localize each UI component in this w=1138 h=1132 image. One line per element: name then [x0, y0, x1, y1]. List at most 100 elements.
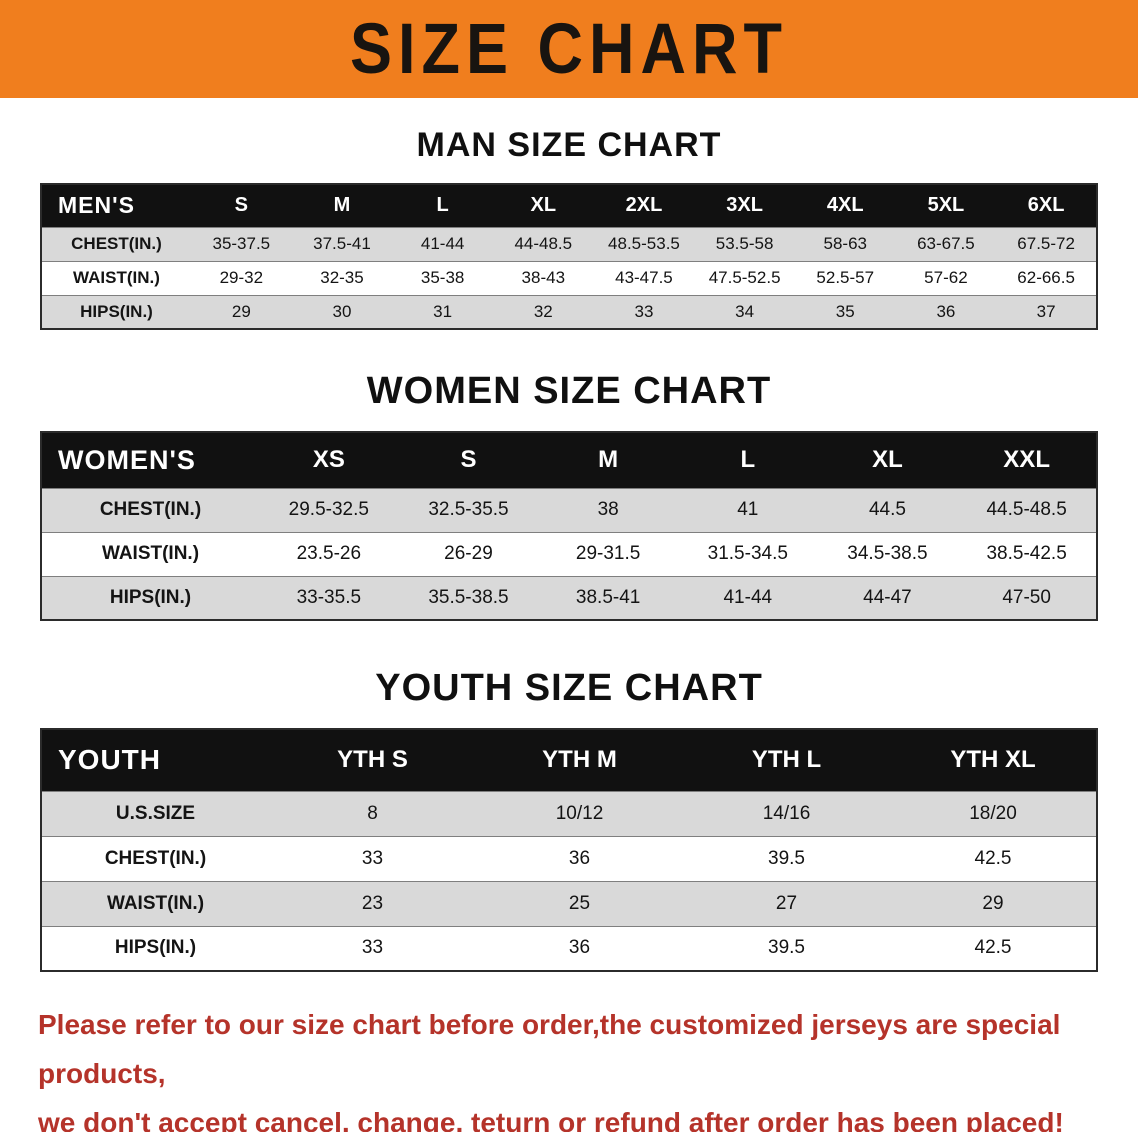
measurement-label-cell: WAIST(IN.) — [41, 531, 259, 576]
size-value-cell: 25 — [476, 880, 683, 926]
size-value-cell: 23 — [269, 880, 476, 926]
size-column-header: XS — [259, 432, 399, 488]
size-value-cell: 32.5-35.5 — [398, 487, 539, 532]
size-column-header: XL — [817, 432, 958, 488]
size-column-header: YTH L — [683, 729, 890, 791]
size-column-header: YTH XL — [890, 729, 1097, 791]
table-row: HIPS(IN.) 33 36 39.5 42.5 — [41, 925, 1097, 971]
size-value-cell: 29-32 — [191, 260, 292, 295]
table-title-cell: YOUTH — [41, 729, 269, 791]
size-value-cell: 33-35.5 — [259, 575, 399, 620]
size-value-cell: 27 — [683, 880, 890, 926]
size-value-cell: 42.5 — [890, 835, 1097, 881]
size-value-cell: 26-29 — [398, 531, 539, 576]
size-value-cell: 47.5-52.5 — [694, 260, 795, 295]
size-value-cell: 23.5-26 — [259, 531, 399, 576]
table-header-row: YOUTH YTH S YTH M YTH L YTH XL — [41, 729, 1097, 791]
youth-size-table: YOUTH YTH S YTH M YTH L YTH XL U.S.SIZE 8 10/12… — [40, 728, 1098, 972]
table-row: U.S.SIZE 8 10/12 14/16 18/20 — [41, 790, 1097, 836]
youth-section: YOUTH SIZE CHART YOUTH YTH S YTH M YTH L YTH… — [0, 621, 1138, 972]
size-column-header: YTH M — [476, 729, 683, 791]
size-value-cell: 14/16 — [683, 790, 890, 836]
size-value-cell: 67.5-72 — [996, 226, 1097, 261]
size-value-cell: 29 — [191, 294, 292, 329]
measurement-label-cell: HIPS(IN.) — [41, 925, 269, 971]
size-value-cell: 58-63 — [794, 226, 896, 261]
page-title: SIZE CHART — [350, 9, 788, 89]
size-value-cell: 29 — [890, 880, 1097, 926]
table-row: HIPS(IN.) 33-35.5 35.5-38.5 38.5-41 41-44 44-… — [41, 575, 1097, 620]
size-value-cell: 37.5-41 — [291, 226, 393, 261]
measurement-label-cell: CHEST(IN.) — [41, 835, 269, 881]
size-value-cell: 32-35 — [291, 260, 393, 295]
size-column-header: XXL — [957, 432, 1097, 488]
size-value-cell: 31 — [392, 294, 493, 329]
measurement-label-cell: HIPS(IN.) — [41, 294, 191, 329]
youth-section-heading: YOUTH SIZE CHART — [375, 667, 763, 709]
women-section: WOMEN SIZE CHART WOMEN'S XS S M L XL XXL CHEST(… — [0, 330, 1138, 621]
table-row: CHEST(IN.) 33 36 39.5 42.5 — [41, 835, 1097, 881]
measurement-label-cell: WAIST(IN.) — [41, 260, 191, 295]
table-row: CHEST(IN.) 29.5-32.5 32.5-35.5 38 41 44.5 44.5… — [41, 487, 1097, 532]
table-header-row: MEN'S S M L XL 2XL 3XL 4XL 5XL 6XL — [41, 184, 1097, 227]
table-header-row: WOMEN'S XS S M L XL XXL — [41, 432, 1097, 488]
size-value-cell: 36 — [476, 925, 683, 971]
size-column-header: L — [677, 432, 818, 488]
disclaimer-line-1: Please refer to our size chart before or… — [38, 1009, 1061, 1089]
size-column-header: 2XL — [593, 184, 695, 227]
size-column-header: 5XL — [895, 184, 997, 227]
disclaimer-line-2: we don't accept cancel, change, teturn o… — [38, 1107, 1064, 1132]
table-row: WAIST(IN.) 23.5-26 26-29 29-31.5 31.5-34.5 34… — [41, 531, 1097, 576]
size-value-cell: 36 — [476, 835, 683, 881]
measurement-label-cell: CHEST(IN.) — [41, 226, 191, 261]
size-value-cell: 29.5-32.5 — [259, 487, 399, 532]
women-section-heading: WOMEN SIZE CHART — [366, 370, 772, 412]
size-column-header: YTH S — [269, 729, 476, 791]
table-row: WAIST(IN.) 23 25 27 29 — [41, 880, 1097, 926]
size-value-cell: 38-43 — [492, 260, 594, 295]
size-value-cell: 48.5-53.5 — [593, 226, 695, 261]
size-value-cell: 29-31.5 — [538, 531, 678, 576]
men-size-table: MEN'S S M L XL 2XL 3XL 4XL 5XL 6XL CHEST(IN.) 35-37… — [40, 183, 1098, 330]
size-value-cell: 38.5-41 — [538, 575, 678, 620]
table-row: HIPS(IN.) 29 30 31 32 33 34 35 36 37 — [41, 294, 1097, 329]
size-value-cell: 34.5-38.5 — [817, 531, 958, 576]
size-value-cell: 31.5-34.5 — [677, 531, 818, 576]
measurement-label-cell: U.S.SIZE — [41, 790, 269, 836]
size-value-cell: 41-44 — [392, 226, 493, 261]
size-column-header: 3XL — [694, 184, 795, 227]
size-column-header: S — [398, 432, 539, 488]
size-value-cell: 8 — [269, 790, 476, 836]
table-title-cell: MEN'S — [41, 184, 191, 227]
size-value-cell: 53.5-58 — [694, 226, 795, 261]
size-value-cell: 63-67.5 — [895, 226, 997, 261]
size-value-cell: 35 — [794, 294, 896, 329]
size-value-cell: 62-66.5 — [996, 260, 1097, 295]
size-value-cell: 44-47 — [817, 575, 958, 620]
women-size-table: WOMEN'S XS S M L XL XXL CHEST(IN.) 29.5-32.5 32.5… — [40, 431, 1098, 621]
size-value-cell: 41 — [677, 487, 818, 532]
size-value-cell: 42.5 — [890, 925, 1097, 971]
size-value-cell: 33 — [593, 294, 695, 329]
size-column-header: M — [538, 432, 678, 488]
size-value-cell: 35-37.5 — [191, 226, 292, 261]
measurement-label-cell: CHEST(IN.) — [41, 487, 259, 532]
size-value-cell: 35-38 — [392, 260, 493, 295]
size-value-cell: 18/20 — [890, 790, 1097, 836]
size-column-header: S — [191, 184, 292, 227]
size-value-cell: 30 — [291, 294, 393, 329]
size-value-cell: 34 — [694, 294, 795, 329]
size-value-cell: 39.5 — [683, 925, 890, 971]
size-column-header: XL — [492, 184, 594, 227]
size-value-cell: 32 — [492, 294, 594, 329]
size-value-cell: 44.5-48.5 — [957, 487, 1097, 532]
size-value-cell: 38.5-42.5 — [957, 531, 1097, 576]
size-value-cell: 38 — [538, 487, 678, 532]
size-value-cell: 10/12 — [476, 790, 683, 836]
disclaimer-note: Please refer to our size chart before or… — [0, 1000, 1138, 1132]
size-value-cell: 52.5-57 — [794, 260, 896, 295]
size-value-cell: 39.5 — [683, 835, 890, 881]
size-column-header: 4XL — [794, 184, 896, 227]
men-section-heading: MAN SIZE CHART — [416, 126, 722, 164]
